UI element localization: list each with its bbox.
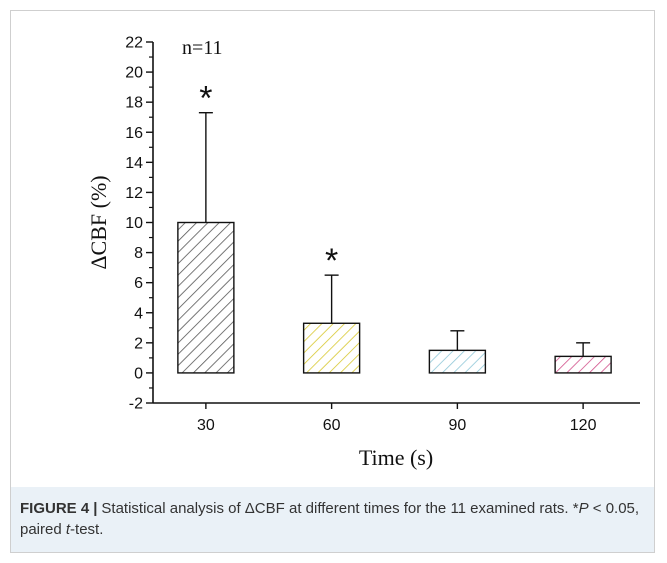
x-tick-label: 60: [323, 417, 341, 434]
x-tick-label: 30: [197, 417, 215, 434]
bar-120: [554, 355, 612, 374]
y-axis-title: ΔCBF (%): [86, 175, 111, 269]
x-tick-label: 90: [448, 417, 466, 434]
labels: -2 0 2 4 6 8 10 12 14 16 18 20 22 * 30 * 60 90 120 Time (s)…: [86, 35, 597, 471]
y-tick-label: 16: [125, 125, 143, 142]
y-tick-label: 12: [125, 185, 143, 202]
figure-label-separator: |: [93, 500, 98, 517]
y-tick-label: 14: [125, 155, 143, 172]
x-axis-title: Time (s): [359, 445, 433, 470]
caption-background: [11, 487, 654, 552]
y-tick-label: 18: [125, 95, 143, 112]
y-tick-label: 6: [134, 275, 143, 292]
caption-text-1: Statistical analysis of ΔCBF at differen…: [101, 500, 579, 517]
y-tick-label: -2: [129, 396, 143, 413]
caption-text-2: < 0.05, paired: [20, 500, 640, 538]
bars: [177, 111, 612, 374]
caption-p-symbol: P: [578, 500, 589, 517]
bar-60: [302, 322, 361, 374]
y-tick-label: 20: [125, 65, 143, 82]
y-tick-label: 8: [134, 245, 143, 262]
bar-90: [428, 349, 487, 374]
sample-size-annotation: n=11: [182, 37, 223, 59]
axes: [146, 41, 640, 409]
caption-t-symbol: t: [65, 521, 71, 538]
figure-caption: FIGURE 4 | Statistical analysis of ΔCBF at…: [20, 498, 645, 540]
bar-30: [177, 221, 235, 374]
y-tick-label: 2: [134, 335, 143, 352]
y-tick-label: 10: [125, 215, 143, 232]
figure-label: FIGURE 4: [20, 500, 90, 517]
y-tick-label: 0: [134, 365, 143, 382]
y-tick-label: 4: [134, 305, 143, 322]
y-tick-label: 22: [125, 35, 143, 52]
bar-chart: -2 0 2 4 6 8 10 12 14 16 18 20 22 * 30 * 60 90 120 Time (s)…: [86, 35, 640, 471]
caption-text-3: -test.: [70, 521, 104, 538]
significance-marker: *: [325, 242, 338, 280]
x-tick-label: 120: [570, 417, 597, 434]
significance-marker: *: [199, 80, 212, 118]
figure-frame: [10, 10, 655, 553]
